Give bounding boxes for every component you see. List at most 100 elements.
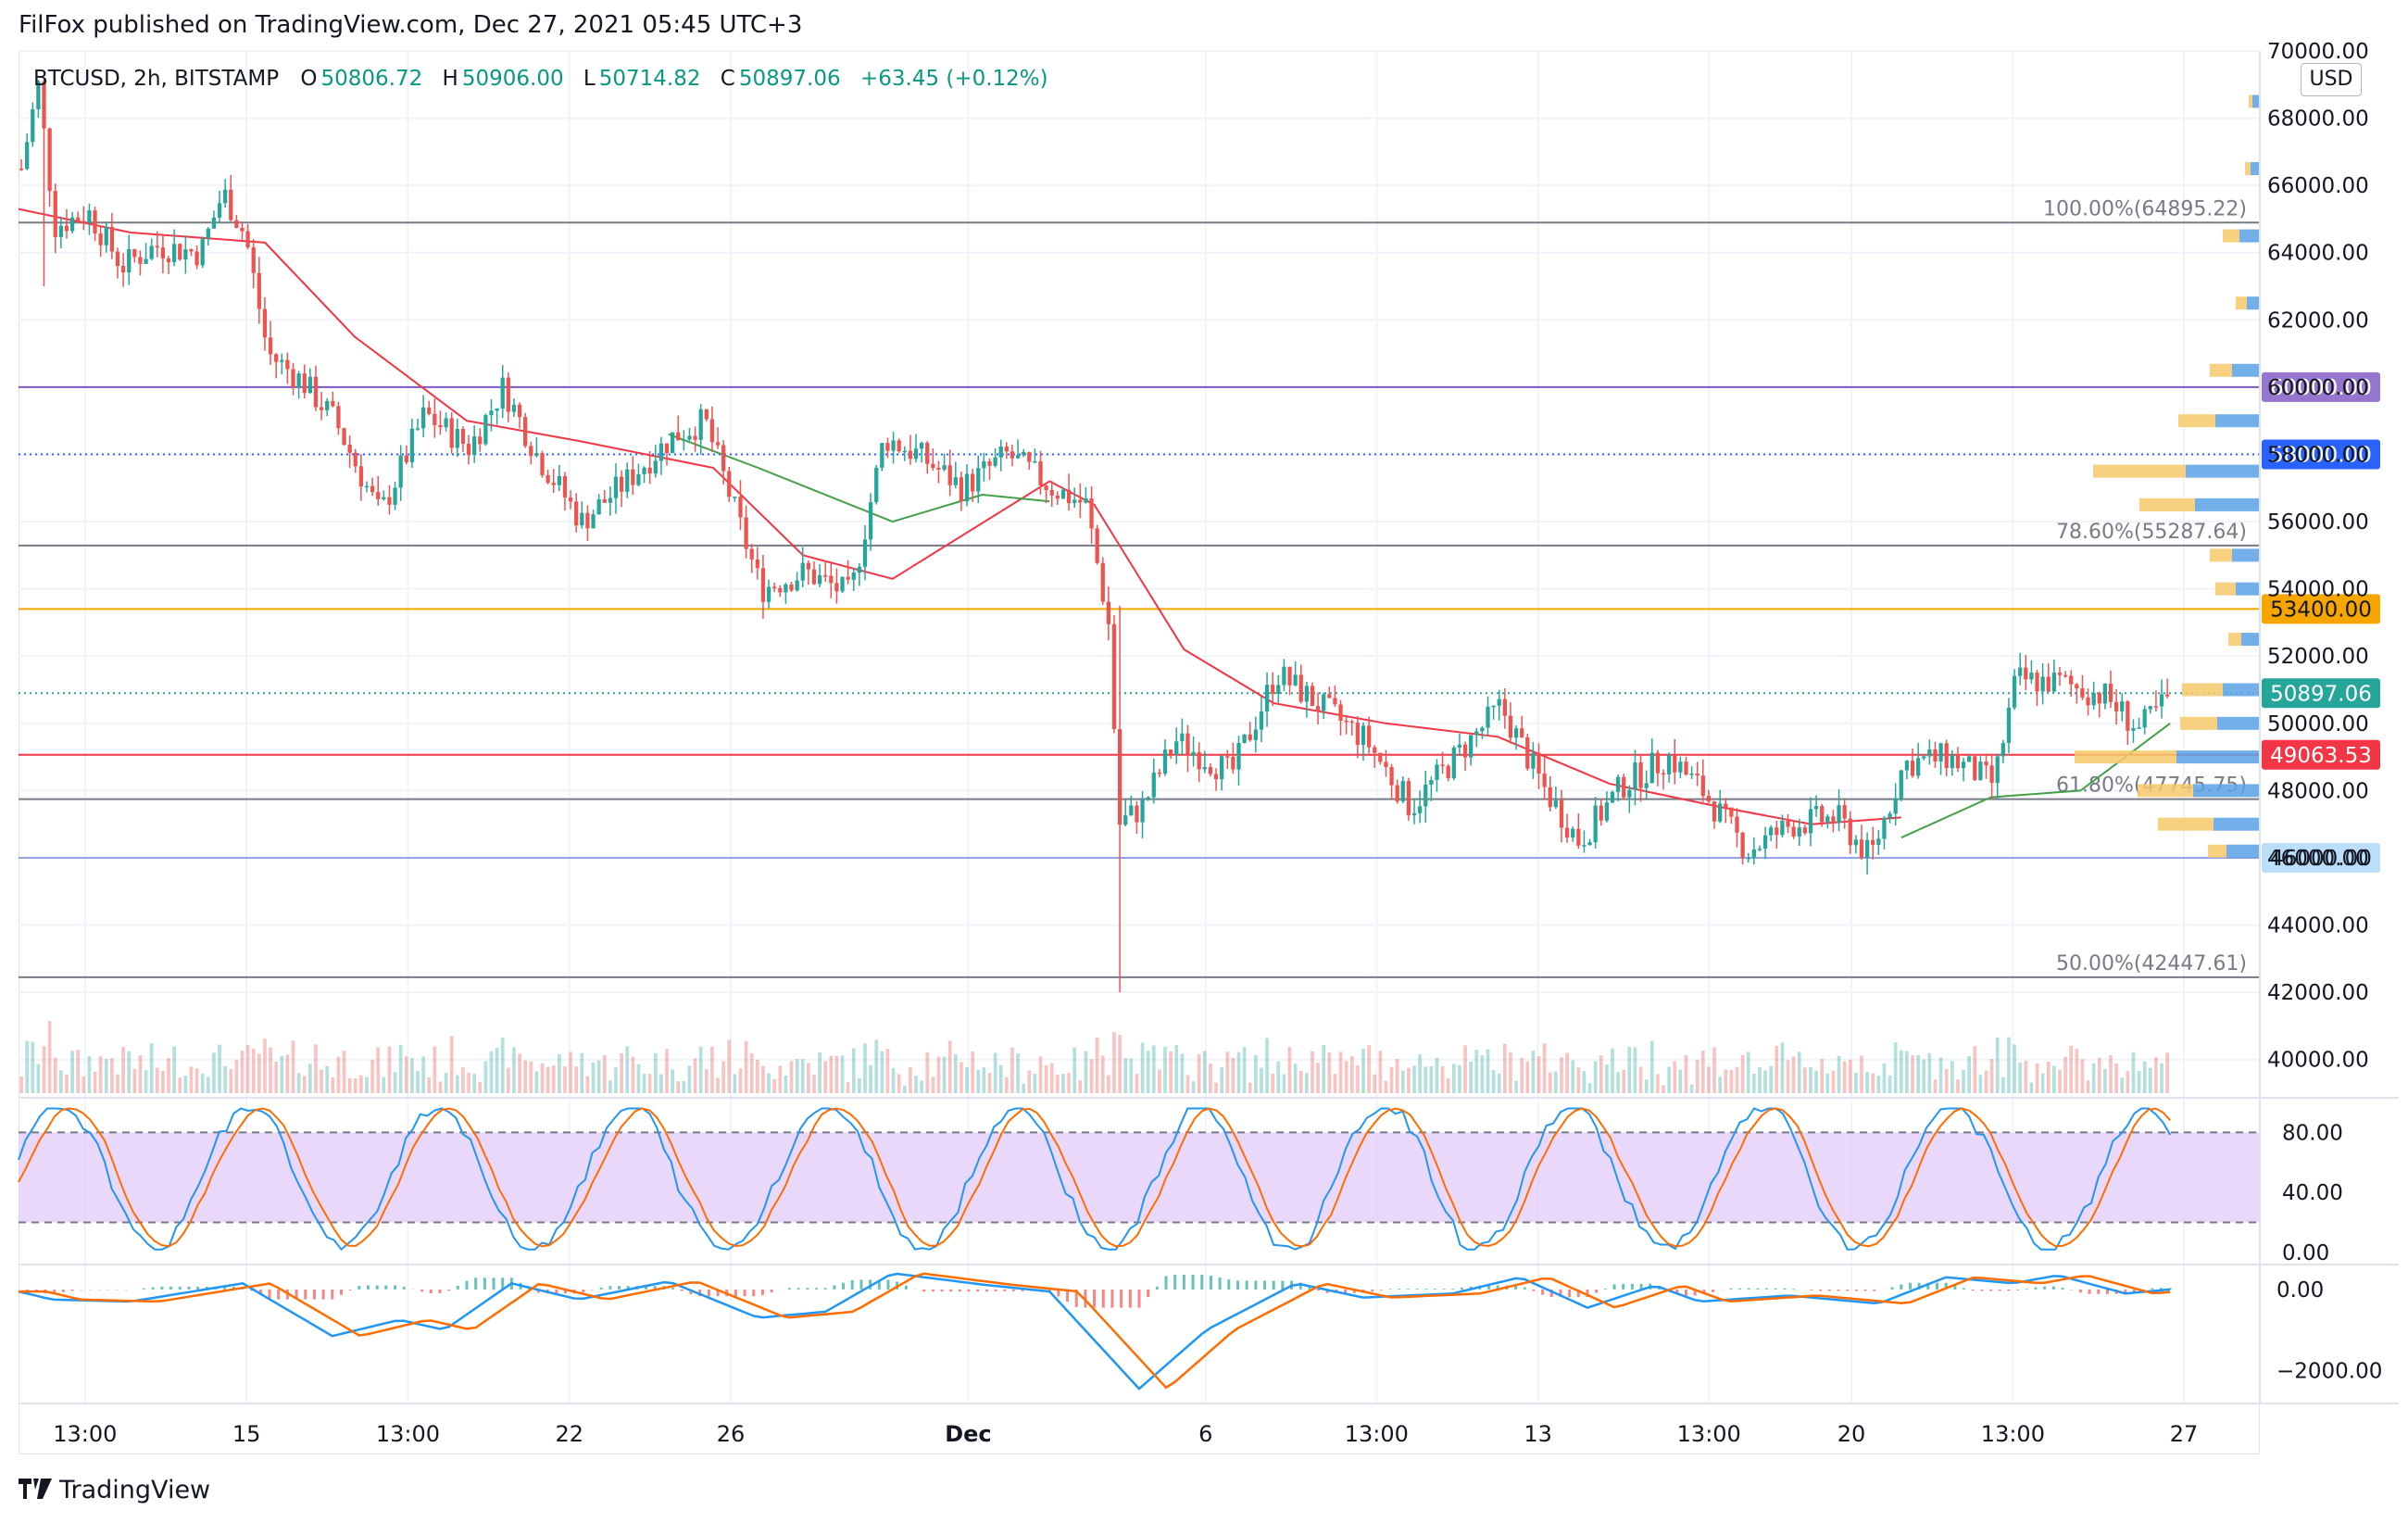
candle-body: [1950, 754, 1954, 769]
macd-histogram-bar: [331, 1289, 334, 1300]
macd-histogram-bar: [1559, 1289, 1562, 1298]
candle-body: [1673, 754, 1677, 773]
macd-histogram-bar: [2097, 1289, 2101, 1294]
candle-body: [1622, 776, 1626, 798]
volume-bar: [874, 1039, 879, 1093]
candle-body: [1644, 783, 1649, 788]
candle-body: [1762, 835, 1768, 850]
symbol-label[interactable]: BTCUSD, 2h, BITSTAMP: [33, 67, 280, 91]
macd-histogram-bar: [2124, 1289, 2127, 1294]
volume-bar: [1044, 1065, 1048, 1093]
low-label: L: [583, 67, 596, 91]
candle-body: [811, 569, 817, 585]
candle-body: [568, 497, 573, 502]
candle-body: [1338, 704, 1343, 721]
candle-body: [1984, 762, 1988, 766]
horizontal-levels: 100.00%(64895.22) 60000.00 58000.00 78.60%(…: [19, 197, 2380, 978]
candle-body: [2153, 706, 2159, 708]
stochastic-tick-label: 0.00: [2282, 1241, 2329, 1265]
tradingview-logo[interactable]: TradingView: [19, 1475, 210, 1505]
volume-bar: [727, 1039, 732, 1093]
macd-histogram-bar: [367, 1285, 370, 1290]
close-value: 50897.06: [738, 67, 841, 91]
volume-bar: [472, 1074, 476, 1093]
volume-bar: [2075, 1049, 2079, 1093]
macd-histogram-bar: [187, 1286, 191, 1290]
candle-body: [217, 203, 222, 218]
candle-body: [206, 228, 210, 239]
candle-body: [1780, 820, 1785, 836]
candle-body: [2102, 683, 2108, 704]
candle-body: [1462, 744, 1468, 758]
macd-histogram-bar: [671, 1287, 675, 1290]
volume-bar: [1225, 1051, 1230, 1093]
volume-bar: [698, 1047, 703, 1093]
volume-bar: [1700, 1051, 1705, 1093]
macd-histogram-bar: [1900, 1284, 1903, 1290]
volume-bar: [925, 1051, 930, 1093]
candle-body: [296, 373, 301, 388]
volume-bar: [1950, 1061, 1954, 1093]
macd-histogram-bar: [277, 1289, 281, 1300]
candle-body: [211, 217, 217, 229]
macd-histogram-bar: [922, 1289, 926, 1292]
volume-bar: [823, 1061, 828, 1093]
candle-body: [1700, 775, 1705, 797]
candle-body: [529, 446, 533, 457]
volume-bar: [382, 1076, 386, 1093]
volume-bar: [778, 1065, 783, 1093]
candle-body: [1191, 751, 1196, 756]
candle-body: [2040, 676, 2045, 692]
candle-body: [1564, 827, 1570, 838]
macd-histogram-bar: [1846, 1289, 1850, 1291]
candle-body: [2142, 709, 2147, 728]
volume-profile-down: [2075, 750, 2176, 764]
candle-body: [183, 249, 188, 260]
candle-body: [223, 189, 228, 204]
candle-body: [104, 226, 108, 245]
volume-bar: [800, 1059, 805, 1093]
macd-histogram-bar: [1712, 1289, 1715, 1292]
volume-bar: [1678, 1069, 1683, 1093]
volume-bar: [1298, 1071, 1303, 1093]
candle-body: [1366, 725, 1372, 748]
time-tick-label: 26: [717, 1421, 746, 1447]
candle-body: [1440, 764, 1445, 766]
macd-histogram-bar: [1532, 1289, 1536, 1291]
volume-bar: [1435, 1057, 1439, 1093]
macd-histogram-bar: [2132, 1289, 2136, 1292]
volume-bar: [1724, 1069, 1728, 1093]
volume-bar: [738, 1068, 743, 1093]
price-tick-label: 60000.00: [2267, 376, 2369, 400]
volume-bar: [234, 1060, 239, 1093]
volume-bar: [829, 1055, 834, 1093]
macd-histogram-bar: [1487, 1285, 1491, 1290]
volume-bar: [1061, 1074, 1065, 1093]
macd-histogram-bar: [1603, 1288, 1607, 1290]
candle-body: [1315, 706, 1321, 711]
volume-bar: [784, 1076, 788, 1093]
macd-histogram-bar: [1325, 1289, 1329, 1293]
publication-header: FilFox published on TradingView.com, Dec…: [19, 11, 803, 39]
currency-button[interactable]: USD: [2301, 63, 2362, 96]
candle-body: [495, 408, 499, 411]
volume-bar: [1361, 1049, 1365, 1093]
volume-bar: [427, 1077, 432, 1093]
macd-histogram-bar: [1147, 1289, 1150, 1298]
macd-histogram-bar: [1173, 1275, 1177, 1290]
candle-body: [1757, 849, 1762, 850]
candle-body: [885, 443, 890, 451]
volume-bar: [1758, 1066, 1762, 1093]
macd-histogram-bar: [1612, 1284, 1616, 1290]
candle-body: [58, 225, 63, 237]
volume-bar: [1231, 1057, 1235, 1093]
macd-histogram-bar: [1093, 1289, 1097, 1308]
volume-bar: [1356, 1065, 1360, 1093]
macd-histogram-bar: [1388, 1289, 1392, 1290]
volume-bar: [314, 1044, 318, 1093]
macd-histogram-bar: [1738, 1288, 1742, 1290]
candle-body: [1389, 766, 1394, 786]
volume-bar: [1525, 1061, 1530, 1093]
candle-body: [36, 81, 41, 109]
